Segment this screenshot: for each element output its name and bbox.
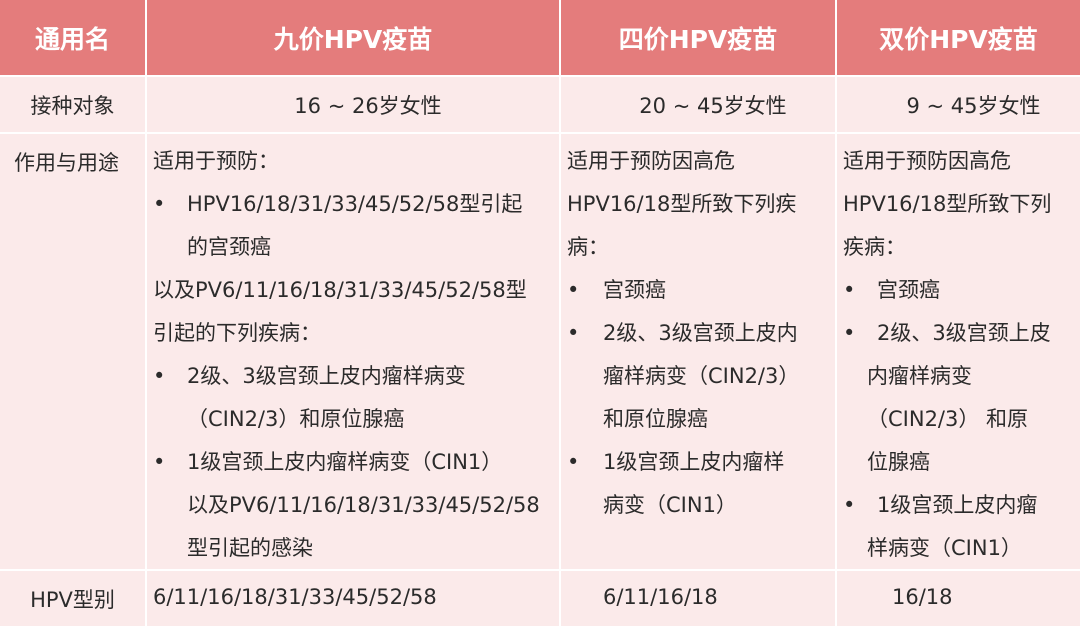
usage-line: 以及PV6/11/16/18/31/33/45/52/58 [187,493,540,517]
usage-line: 2级、3级宫颈上皮 [877,321,1051,345]
types-2valent: 16/18 [837,571,1080,626]
bullet-icon: • [153,192,166,216]
usage-line: （CIN2/3）和原位腺癌 [187,407,405,431]
bullet-icon: • [843,278,856,302]
row-label-usage-cell: 作用与用途 [0,134,145,569]
usage-line: 引起的下列疾病： [153,321,321,345]
usage-line: 1级宫颈上皮内瘤样病变（CIN1） [187,450,503,474]
header-2valent: 双价HPV疫苗 [837,0,1080,75]
header-4valent: 四价HPV疫苗 [561,0,835,75]
usage-line: 适用于预防因高危 [567,149,735,173]
types-4valent: 6/11/16/18 [561,571,835,626]
usage-line: 病： [567,235,609,259]
usage-line: 1级宫颈上皮内瘤 [877,493,1038,517]
usage-line: HPV16/18/31/33/45/52/58型引起 [187,192,523,216]
usage-9valent: 适用于预防： • HPV16/18/31/33/45/52/58型引起 的宫颈癌以及P… [147,134,559,569]
usage-4valent: 适用于预防因高危 HPV16/18型所致下列疾 病： • 宫颈癌 • 2级、3级宫颈上皮内瘤… [561,134,835,569]
header-generic-name: 通用名 [0,0,145,75]
bullet-icon: • [567,450,580,474]
usage-line: 位腺癌 [867,450,930,474]
usage-line: 适用于预防因高危 [843,149,1011,173]
usage-2valent: 适用于预防因高危 HPV16/18型所致下列 疾病： • 宫颈癌 • 2级、3级宫颈上皮内瘤… [837,134,1080,569]
bullet-icon: • [153,450,166,474]
header-9valent: 九价HPV疫苗 [147,0,559,75]
usage-line: （CIN2/3） 和原 [867,407,1029,431]
usage-line: 内瘤样病变 [867,364,972,388]
usage-line: 适用于预防： [153,149,279,173]
usage-line: 宫颈癌 [877,278,940,302]
bullet-icon: • [567,321,580,345]
target-2valent: 9 ~ 45岁女性 [837,77,1080,132]
bullet-icon: • [843,321,856,345]
usage-line: 以及PV6/11/16/18/31/33/45/52/58型 [153,278,527,302]
usage-line: 2级、3级宫颈上皮内 [603,321,798,345]
usage-line: 2级、3级宫颈上皮内瘤样病变 [187,364,466,388]
usage-line: 1级宫颈上皮内瘤样 [603,450,785,474]
bullet-icon: • [567,278,580,302]
row-label-target: 接种对象 [0,77,145,132]
usage-line: 和原位腺癌 [603,407,708,431]
usage-line: 疾病： [843,235,906,259]
usage-line: 病变（CIN1） [603,493,737,517]
bullet-icon: • [153,364,166,388]
row-label-usage: 作用与用途 [14,151,119,175]
usage-line: 型引起的感染 [187,536,313,560]
target-9valent: 16 ~ 26岁女性 [147,77,559,132]
usage-line: 宫颈癌 [603,278,666,302]
bullet-icon: • [843,493,856,517]
usage-line: 样病变（CIN1） [867,536,1022,560]
usage-line: HPV16/18型所致下列疾 [567,192,797,216]
row-label-types: HPV型别 [0,571,145,626]
target-4valent: 20 ~ 45岁女性 [561,77,835,132]
types-9valent: 6/11/16/18/31/33/45/52/58 [147,571,559,626]
usage-line: 瘤样病变（CIN2/3） [603,364,800,388]
usage-line: HPV16/18型所致下列 [843,192,1052,216]
usage-line: 的宫颈癌 [187,235,271,259]
